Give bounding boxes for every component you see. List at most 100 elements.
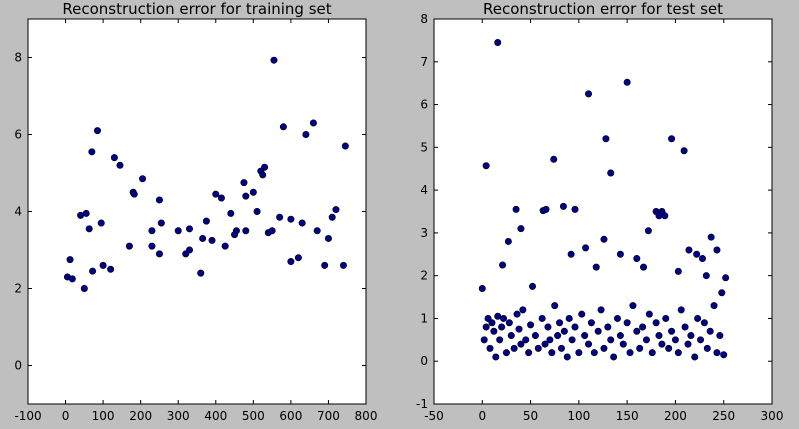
training-x-tick-label: 400 — [204, 409, 227, 423]
test-data-point — [636, 344, 644, 352]
test-y-tick-label: 3 — [420, 226, 428, 240]
training-data-point — [287, 258, 295, 266]
test-data-point — [538, 314, 546, 322]
training-data-point — [249, 188, 257, 196]
test-data-point — [517, 340, 525, 348]
test-data-point — [645, 310, 653, 318]
test-data-point — [607, 336, 615, 344]
test-data-point — [633, 255, 641, 263]
test-data-point — [644, 227, 652, 235]
test-data-point — [582, 244, 590, 252]
training-data-point — [199, 234, 207, 242]
test-data-point — [607, 169, 615, 177]
test-data-point — [513, 310, 521, 318]
training-data-point — [185, 225, 193, 233]
test-data-point — [680, 147, 688, 155]
training-data-point — [208, 236, 216, 244]
test-data-point — [571, 323, 579, 331]
training-data-point — [328, 213, 336, 221]
test-data-point — [602, 135, 610, 143]
test-data-point — [668, 135, 676, 143]
test-x-tick-label: 300 — [761, 409, 784, 423]
test-data-point — [629, 302, 637, 310]
test-data-point — [504, 237, 512, 245]
test-data-point — [610, 353, 618, 361]
test-y-tick-label: 6 — [420, 98, 428, 112]
test-x-tick-label: 100 — [567, 409, 590, 423]
training-y-tick-label: 8 — [14, 51, 22, 65]
training-data-point — [212, 190, 220, 198]
test-data-point — [623, 78, 631, 86]
test-data-point — [502, 349, 510, 357]
test-data-point — [623, 319, 631, 327]
training-y-tick-label: 4 — [14, 205, 22, 219]
training-data-point — [148, 242, 156, 250]
test-data-point — [519, 306, 527, 314]
test-data-point — [551, 302, 559, 310]
training-data-point — [202, 217, 210, 225]
training-x-tick-label: 600 — [279, 409, 302, 423]
test-data-point — [531, 332, 539, 340]
test-data-point — [710, 302, 718, 310]
training-data-point — [227, 209, 235, 217]
test-data-point — [480, 336, 488, 344]
test-data-point — [652, 319, 660, 327]
test-data-point — [616, 250, 624, 258]
training-data-point — [242, 192, 250, 200]
test-plot-area — [433, 18, 773, 405]
test-data-point — [512, 205, 520, 213]
test-data-point — [703, 344, 711, 352]
training-data-point — [253, 208, 261, 216]
test-data-point — [527, 321, 535, 329]
training-data-point — [155, 196, 163, 204]
test-data-point — [482, 323, 490, 331]
training-data-point — [298, 219, 306, 227]
test-data-point — [550, 155, 558, 163]
training-data-point — [85, 225, 93, 233]
test-data-point — [684, 340, 692, 348]
test-data-point — [662, 314, 670, 322]
training-y-tick-label: 2 — [14, 282, 22, 296]
test-y-tick-label: 0 — [420, 354, 428, 368]
training-chart-title: Reconstruction error for training set — [62, 0, 331, 18]
training-data-point — [324, 234, 332, 242]
test-data-point — [590, 349, 598, 357]
training-data-point — [221, 242, 229, 250]
test-data-point — [496, 336, 504, 344]
test-data-point — [693, 250, 701, 258]
training-data-point — [231, 231, 239, 239]
test-data-point — [542, 205, 550, 213]
test-data-point — [568, 336, 576, 344]
test-data-point — [594, 327, 602, 335]
test-data-point — [490, 327, 498, 335]
training-data-point — [309, 119, 317, 127]
test-data-point — [565, 314, 573, 322]
training-data-point — [174, 227, 182, 235]
training-data-point — [93, 127, 101, 135]
test-data-point — [694, 314, 702, 322]
test-data-point — [548, 349, 556, 357]
training-plot-area — [27, 18, 367, 405]
training-data-point — [339, 261, 347, 269]
test-data-point — [578, 310, 586, 318]
test-data-point — [478, 284, 486, 292]
test-data-point — [720, 351, 728, 359]
test-data-point — [604, 323, 612, 331]
test-data-point — [510, 344, 518, 352]
training-axis-ticks: -100 0 100 200 300 400 500 600 700 800 0 2 4 6 8 — [14, 19, 377, 423]
training-data-point — [341, 142, 349, 150]
test-data-point — [642, 336, 650, 344]
test-data-point — [600, 235, 608, 243]
training-data-point — [270, 56, 278, 64]
test-data-point — [494, 39, 502, 47]
test-y-tick-label: 8 — [420, 12, 428, 26]
training-data-point — [294, 254, 302, 262]
training-data-point — [97, 219, 105, 227]
test-data-point — [706, 327, 714, 335]
test-data-point — [581, 332, 589, 340]
training-data-point — [321, 261, 329, 269]
test-data-point — [500, 314, 508, 322]
test-data-point — [556, 319, 564, 327]
training-data-point — [68, 275, 76, 283]
test-data-point — [571, 205, 579, 213]
